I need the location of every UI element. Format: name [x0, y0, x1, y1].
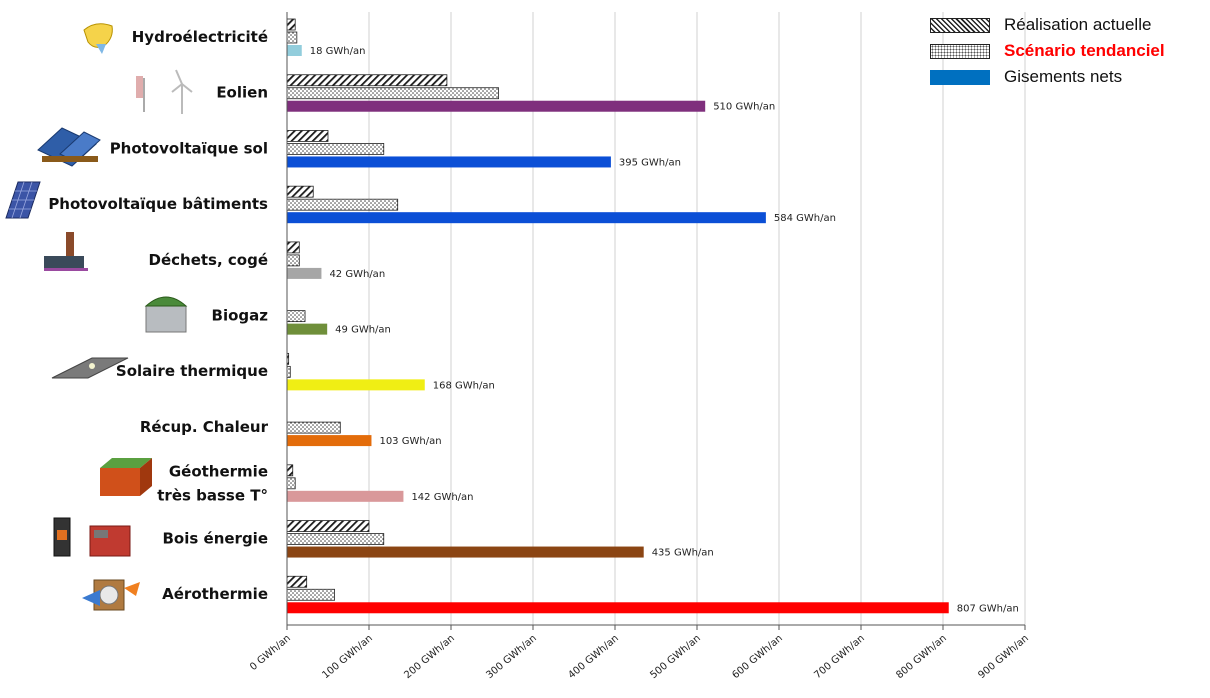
biogas-tank-icon: [144, 296, 188, 333]
data-label: 168 GWh/an: [433, 380, 495, 391]
bar-scenario: [286, 421, 341, 434]
gridlines: [286, 12, 1026, 625]
data-label: 510 GWh/an: [713, 102, 775, 113]
bar-gisement: [287, 323, 328, 335]
bar-scenario: [286, 198, 399, 211]
hydro-turbine-icon: [83, 23, 113, 54]
legend-swatch-solid: [930, 69, 990, 85]
legend-swatch-hatch: [930, 17, 990, 33]
bar-gisement: [287, 45, 302, 56]
data-label: 18 GWh/an: [310, 46, 366, 57]
category-label: Bois énergie: [162, 529, 268, 547]
bar-scenario: [286, 533, 385, 545]
bar-gisement: [287, 602, 949, 614]
x-tick-label: 0 GWh/an: [248, 633, 293, 673]
legend-label-scenario: Scénario tendanciel: [1004, 41, 1165, 60]
x-tick-label: 500 GWh/an: [648, 633, 703, 681]
x-axis: 0 GWh/an 100 GWh/an 200 GWh/an 300 GWh/an 40…: [248, 12, 1031, 681]
category-label: Eolien: [216, 84, 268, 102]
bar-realisation: [286, 464, 294, 477]
geothermal-cube-icon: [100, 458, 152, 496]
bar-gisement: [287, 156, 611, 168]
bar-scenario: [286, 31, 298, 44]
solar-panel-roof-icon: [5, 181, 41, 219]
category-label: Photovoltaïque bâtiments: [48, 195, 268, 213]
bar-scenario: [286, 254, 300, 267]
x-tick-label: 700 GWh/an: [812, 633, 867, 681]
x-tick-label: 600 GWh/an: [730, 633, 785, 681]
category-icons: [5, 23, 193, 611]
bar-realisation: [286, 575, 308, 588]
bar-scenario: [286, 87, 499, 100]
category-label: très basse T°: [157, 487, 268, 505]
bar-gisement: [287, 490, 404, 502]
legend-item-gisements: Gisements nets: [930, 64, 1165, 90]
bar-scenario: [286, 143, 385, 155]
bar-realisation: [286, 185, 314, 198]
data-label: 435 GWh/an: [652, 548, 714, 559]
x-tick-label: 300 GWh/an: [484, 633, 539, 681]
data-label: 103 GWh/an: [379, 436, 441, 447]
legend-item-realisation: Réalisation actuelle: [930, 12, 1165, 38]
bar-realisation: [286, 241, 300, 254]
bar-realisation: [286, 18, 296, 31]
solar-thermal-panel-icon: [51, 357, 129, 379]
data-label: 142 GWh/an: [411, 492, 473, 503]
data-label: 807 GWh/an: [957, 603, 1019, 614]
bar-gisement: [287, 100, 706, 112]
data-label: 584 GWh/an: [774, 213, 836, 224]
bars: 18 GWh/an 510 GWh/an 395 GWh/an 584 GWh/an 4…: [286, 18, 1019, 614]
bar-gisement: [287, 212, 766, 224]
legend: Réalisation actuelle Scénario tendanciel…: [930, 12, 1165, 90]
wood-stove-icon: [53, 517, 131, 557]
category-label: Déchets, cogé: [149, 251, 269, 269]
legend-label-realisation: Réalisation actuelle: [1004, 15, 1152, 34]
category-label: Aérothermie: [162, 585, 268, 603]
x-tick-label: 400 GWh/an: [566, 633, 621, 681]
data-label: 395 GWh/an: [619, 157, 681, 168]
legend-item-scenario: Scénario tendanciel: [930, 38, 1165, 64]
waste-plant-chimney-icon: [44, 232, 88, 271]
wind-turbine-icon: [136, 69, 193, 114]
x-tick-label: 100 GWh/an: [320, 633, 375, 681]
bar-scenario: [286, 588, 335, 601]
x-tick-label: 200 GWh/an: [402, 633, 457, 681]
category-label: Photovoltaïque sol: [110, 139, 268, 157]
legend-label-gisements: Gisements nets: [1004, 67, 1123, 86]
bar-gisement: [287, 546, 644, 558]
bar-gisement: [287, 379, 425, 391]
bar-scenario: [286, 477, 296, 490]
category-label: Récup. Chaleur: [140, 418, 269, 436]
bar-realisation: [286, 74, 448, 87]
heat-pump-icon: [82, 579, 140, 611]
category-label: Géothermie: [169, 463, 268, 481]
bar-realisation: [286, 520, 370, 532]
category-labels: Hydroélectricité Eolien Photovoltaïque sol…: [48, 28, 268, 603]
data-label: 42 GWh/an: [329, 269, 385, 280]
category-label: Hydroélectricité: [132, 28, 268, 46]
legend-swatch-dots: [930, 43, 990, 59]
bar-realisation: [286, 130, 329, 142]
solar-panel-field-icon: [37, 127, 101, 167]
x-tick-label: 900 GWh/an: [976, 633, 1031, 681]
bar-scenario: [286, 310, 306, 323]
data-label: 49 GWh/an: [335, 325, 391, 336]
bar-gisement: [287, 267, 322, 279]
category-label: Biogaz: [212, 307, 269, 325]
bar-gisement: [287, 435, 372, 447]
x-tick-label: 800 GWh/an: [894, 633, 949, 681]
category-label: Solaire thermique: [116, 362, 268, 380]
